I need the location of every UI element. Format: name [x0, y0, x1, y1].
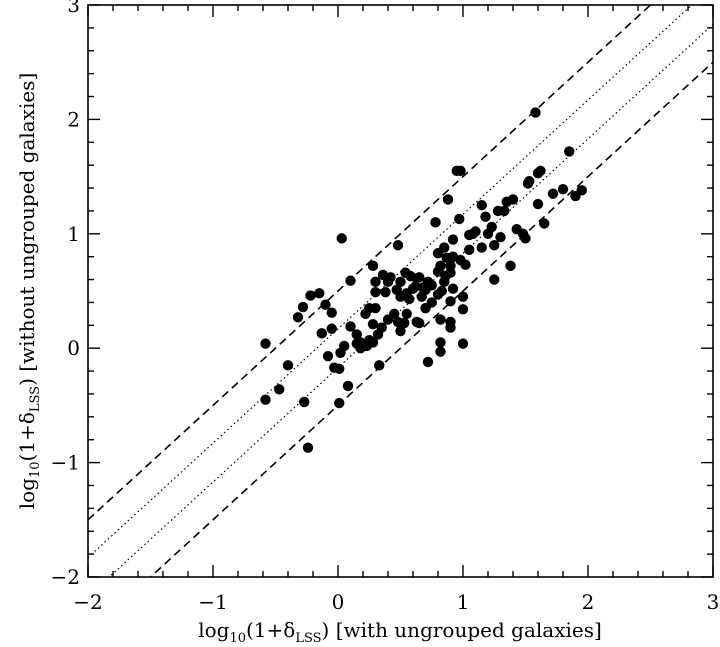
- data-point: [399, 318, 409, 328]
- data-point: [368, 261, 378, 271]
- y-axis-label: log10(1+δLSS) [without ungrouped galaxie…: [15, 73, 43, 510]
- x-tick-labels: −2 −1 0 1 2 3: [73, 590, 719, 614]
- data-point: [499, 206, 509, 216]
- data-point: [430, 217, 440, 227]
- data-point: [487, 222, 497, 232]
- data-point: [489, 274, 499, 284]
- data-point: [293, 312, 303, 322]
- data-point: [470, 226, 480, 236]
- data-point: [383, 314, 393, 324]
- data-point: [380, 287, 390, 297]
- data-point: [393, 240, 403, 250]
- data-point: [558, 184, 568, 194]
- data-point: [477, 242, 487, 252]
- data-point: [448, 284, 458, 294]
- data-point: [323, 351, 333, 361]
- data-point: [564, 146, 574, 156]
- data-point: [260, 338, 270, 348]
- data-point: [458, 304, 468, 314]
- data-point: [345, 276, 355, 286]
- reference-line-dashed: [88, 0, 713, 520]
- data-point: [337, 233, 347, 243]
- data-point: [464, 245, 474, 255]
- data-point: [577, 185, 587, 195]
- data-point: [402, 309, 412, 319]
- data-point: [445, 296, 455, 306]
- data-point: [548, 189, 558, 199]
- data-point: [435, 314, 445, 324]
- y-tick-labels: −2 −1 0 1 2 3: [51, 0, 80, 589]
- data-point: [423, 357, 433, 367]
- x-tick-label: 1: [457, 590, 470, 614]
- data-point: [299, 397, 309, 407]
- data-point: [343, 381, 353, 391]
- data-point: [334, 398, 344, 408]
- y-tick-label: −1: [51, 451, 80, 475]
- data-point: [404, 294, 414, 304]
- data-point: [260, 394, 270, 404]
- y-tick-label: 0: [67, 336, 80, 360]
- data-point: [520, 233, 530, 243]
- data-point: [435, 346, 445, 356]
- data-point: [274, 384, 284, 394]
- data-point: [427, 280, 437, 290]
- data-point: [395, 277, 405, 287]
- data-point: [533, 199, 543, 209]
- data-point: [480, 211, 490, 221]
- data-point: [339, 341, 349, 351]
- reference-lines: [88, 0, 713, 634]
- data-point: [314, 288, 324, 298]
- y-tick-label: 2: [67, 107, 80, 131]
- data-point: [435, 337, 445, 347]
- x-tick-label: 3: [707, 590, 720, 614]
- data-point: [530, 107, 540, 117]
- data-point: [317, 328, 327, 338]
- data-point: [445, 261, 455, 271]
- reference-line-dotted: [88, 24, 713, 596]
- data-point: [455, 166, 465, 176]
- x-axis-label: log10(1+δLSS) [with ungrouped galaxies]: [198, 618, 602, 646]
- data-point: [477, 200, 487, 210]
- data-point: [305, 290, 315, 300]
- data-point: [414, 318, 424, 328]
- data-point: [334, 364, 344, 374]
- data-point: [370, 287, 380, 297]
- data-point: [443, 194, 453, 204]
- data-point: [508, 194, 518, 204]
- x-tick-label: −2: [73, 590, 102, 614]
- data-point: [298, 302, 308, 312]
- x-tick-label: −1: [198, 590, 227, 614]
- data-point: [439, 242, 449, 252]
- data-point: [448, 234, 458, 244]
- data-point: [535, 166, 545, 176]
- data-point: [327, 324, 337, 334]
- data-point: [283, 360, 293, 370]
- y-tick-label: 1: [67, 222, 80, 246]
- data-point: [505, 261, 515, 271]
- data-point: [495, 232, 505, 242]
- data-point: [374, 360, 384, 370]
- data-point: [524, 176, 534, 186]
- data-point: [437, 286, 447, 296]
- x-tick-label: 2: [582, 590, 595, 614]
- data-point: [445, 317, 455, 327]
- data-point: [454, 214, 464, 224]
- data-point: [327, 308, 337, 318]
- data-point: [460, 259, 470, 269]
- data-point: [303, 443, 313, 453]
- x-tick-label: 0: [332, 590, 345, 614]
- y-tick-label: 3: [67, 0, 80, 17]
- y-tick-label: −2: [51, 565, 80, 589]
- data-point: [539, 218, 549, 228]
- data-point: [458, 292, 468, 302]
- reference-line-dashed: [88, 62, 713, 634]
- data-points: [260, 107, 587, 453]
- data-point: [458, 338, 468, 348]
- data-point: [370, 303, 380, 313]
- data-point: [385, 272, 395, 282]
